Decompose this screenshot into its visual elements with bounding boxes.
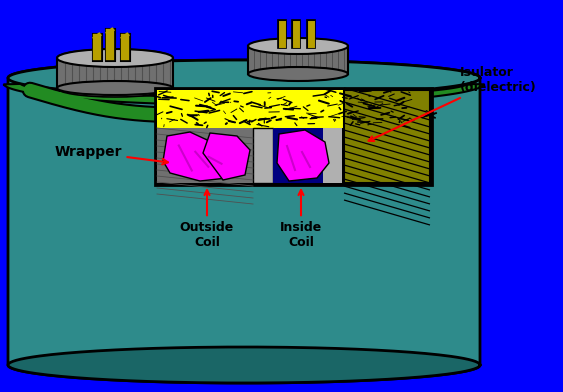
Polygon shape [203, 133, 250, 180]
Bar [344, 90, 430, 183]
Polygon shape [8, 60, 480, 96]
Polygon shape [8, 60, 480, 383]
Polygon shape [157, 90, 430, 128]
Bar [157, 128, 253, 183]
Bar [323, 128, 342, 183]
Ellipse shape [57, 49, 173, 67]
Polygon shape [248, 46, 348, 74]
Bar [273, 128, 342, 183]
Polygon shape [3, 84, 485, 105]
Ellipse shape [248, 38, 348, 54]
Polygon shape [8, 347, 480, 383]
Bar [253, 128, 273, 183]
Ellipse shape [57, 81, 173, 95]
Ellipse shape [248, 67, 348, 81]
Text: Wrapper: Wrapper [54, 145, 168, 164]
Polygon shape [163, 132, 233, 181]
Bar [155, 88, 432, 185]
Polygon shape [277, 130, 329, 181]
Ellipse shape [57, 49, 173, 67]
Ellipse shape [57, 79, 173, 97]
Text: Outside
Coil: Outside Coil [180, 190, 234, 249]
Polygon shape [57, 58, 173, 88]
Text: Inside
Coil: Inside Coil [280, 190, 322, 249]
Text: Isulator
(dielectric): Isulator (dielectric) [369, 66, 537, 141]
